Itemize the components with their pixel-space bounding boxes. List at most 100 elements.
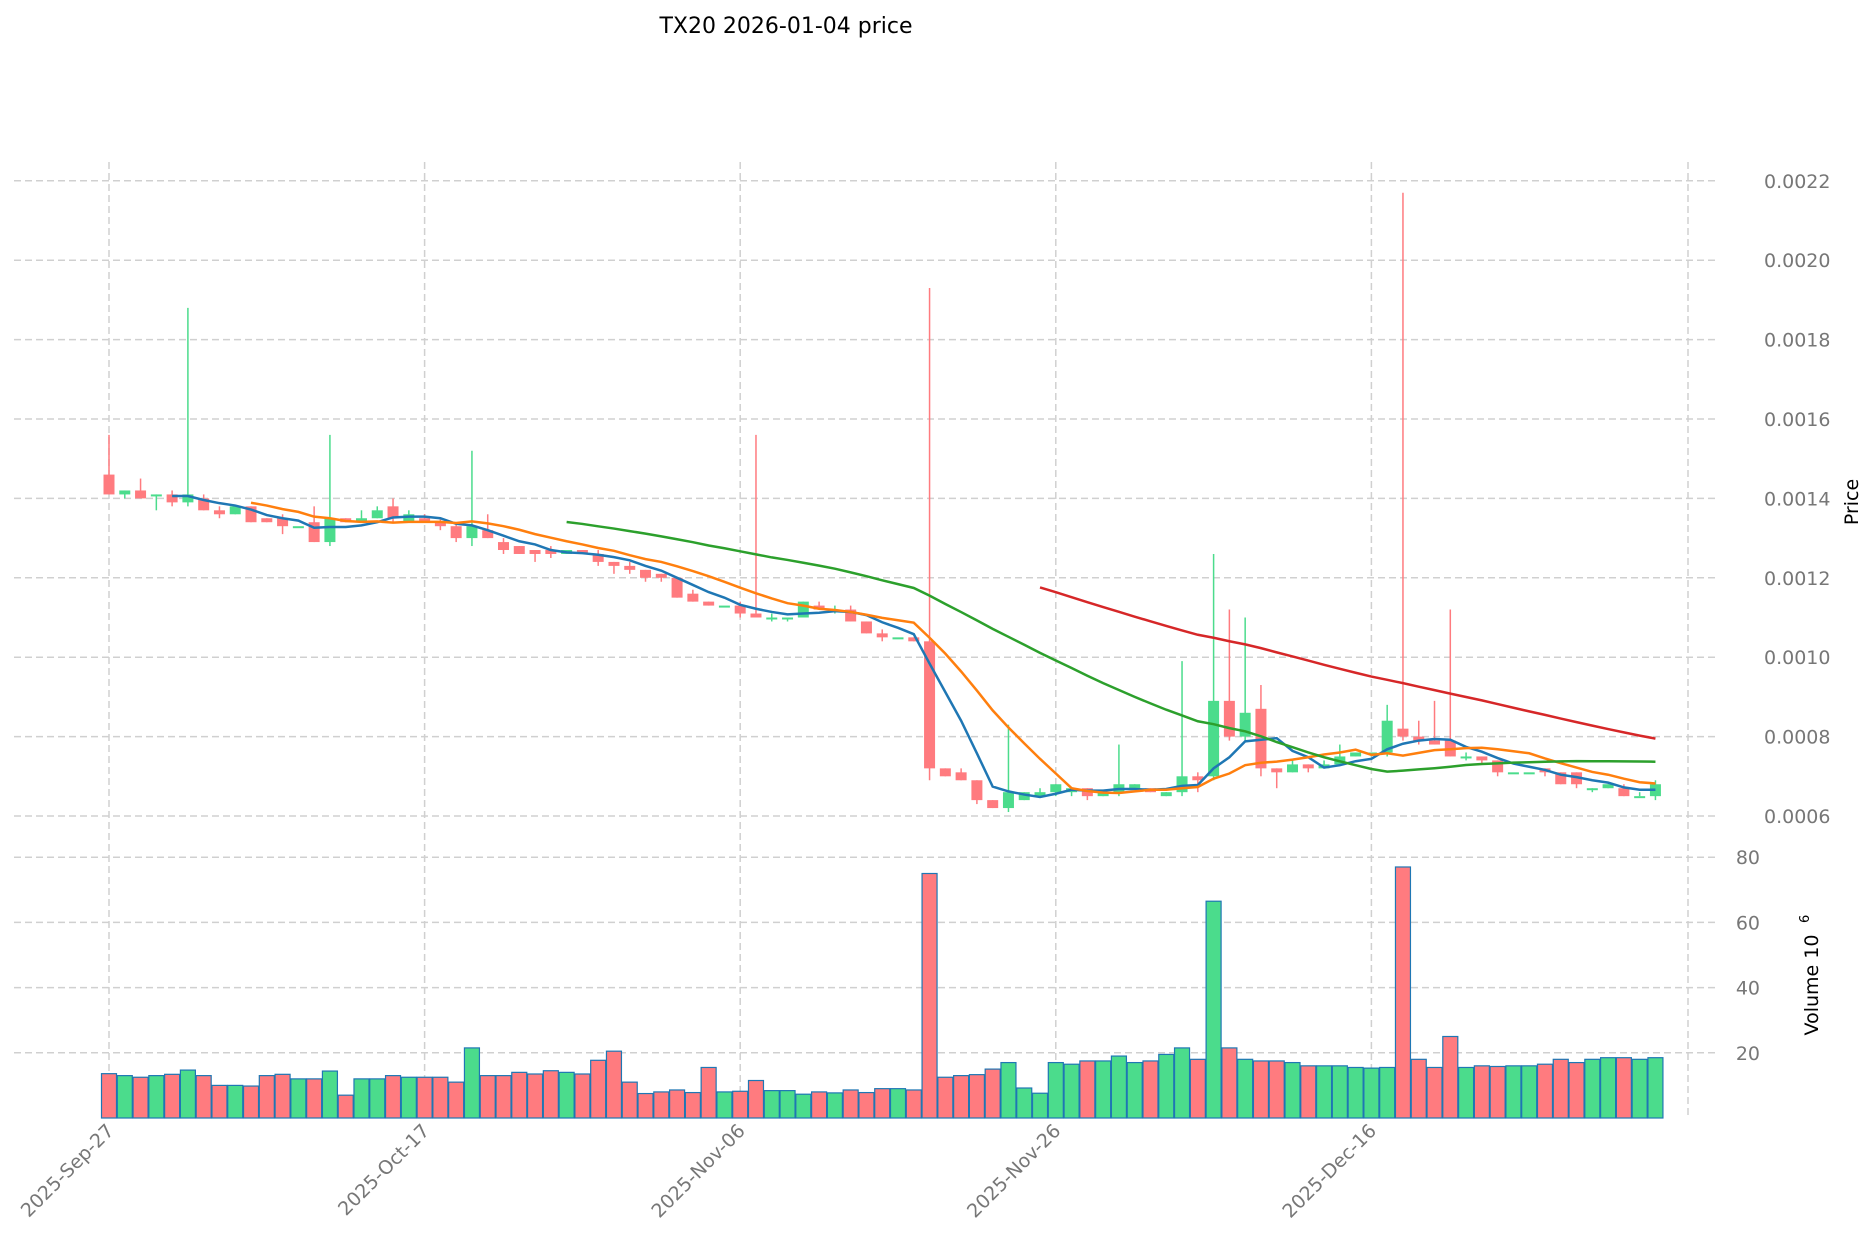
- date-tick-label: 2025-Nov-06: [647, 1120, 749, 1222]
- volume-bar: [826, 1092, 843, 1119]
- volume-bar: [321, 1070, 339, 1119]
- date-tick-label: 2025-Sep-27: [17, 1120, 119, 1222]
- candle-up: [1050, 784, 1062, 793]
- candle-up: [1365, 752, 1377, 755]
- candle-down: [450, 526, 462, 539]
- volume-bar: [1647, 1057, 1664, 1119]
- candle-up: [1160, 792, 1172, 797]
- volume-bar: [353, 1078, 370, 1119]
- volume-bar: [684, 1091, 701, 1119]
- candle-down: [750, 613, 762, 618]
- candle-up: [1586, 788, 1598, 791]
- candle-down: [624, 565, 636, 570]
- candle-down: [703, 601, 715, 606]
- candle-down: [1429, 740, 1441, 745]
- volume-bar: [716, 1091, 733, 1119]
- candle-up: [355, 518, 367, 523]
- candle-down: [1223, 700, 1235, 737]
- volume-bar: [1457, 1066, 1475, 1119]
- volume-bar: [1489, 1065, 1506, 1119]
- volume-bar: [763, 1090, 780, 1119]
- moving-average-30: [566, 520, 1656, 773]
- candle-down: [924, 641, 936, 769]
- candle-down: [419, 518, 431, 523]
- candle-up: [403, 514, 415, 523]
- volume-bar: [621, 1081, 638, 1119]
- candle-up: [1239, 712, 1251, 737]
- candles: [103, 192, 1661, 813]
- volume-bar: [1079, 1060, 1096, 1119]
- moving-average-5: [172, 494, 1656, 799]
- candle-down: [166, 494, 178, 503]
- candle-up: [766, 617, 778, 620]
- volume-bar: [968, 1074, 986, 1119]
- volume-bar: [874, 1088, 891, 1119]
- volume-axis-label-text: Volume 10: [1801, 935, 1823, 1036]
- volume-bar: [1615, 1057, 1632, 1119]
- volume-bar: [1584, 1058, 1601, 1119]
- volume-bar: [779, 1090, 796, 1119]
- candle-down: [845, 609, 857, 622]
- volume-bar: [242, 1085, 260, 1119]
- candle-down: [308, 522, 320, 543]
- candle-up: [797, 601, 809, 618]
- moving-average-lines: [172, 494, 1656, 799]
- candle-down: [987, 800, 999, 809]
- volume-bar: [258, 1075, 275, 1119]
- volume-bar: [100, 1073, 118, 1119]
- volume-bar: [1126, 1061, 1143, 1119]
- volume-bar: [558, 1071, 575, 1119]
- volume-bar: [1473, 1065, 1490, 1119]
- candle-down: [1192, 776, 1204, 781]
- volume-bar: [1252, 1060, 1270, 1119]
- candle-up: [466, 526, 478, 539]
- price-axis-label: Price: [1841, 479, 1863, 525]
- candle-up: [1460, 756, 1472, 759]
- candle-down: [135, 490, 147, 499]
- candle-down: [434, 522, 446, 527]
- moving-average-10: [250, 501, 1656, 795]
- volume-bar: [148, 1075, 165, 1119]
- volume-bar: [1063, 1063, 1080, 1119]
- volume-bar: [1631, 1058, 1648, 1119]
- volume-bar: [227, 1084, 244, 1119]
- volume-bar: [1284, 1061, 1301, 1119]
- volume-bar: [921, 872, 938, 1119]
- candle-up: [1129, 784, 1141, 789]
- candle-up: [150, 494, 162, 497]
- price-tick-label: 0.0014: [1764, 488, 1830, 510]
- volume-bar: [1189, 1058, 1206, 1119]
- volume-bar: [984, 1068, 1001, 1119]
- candle-down: [245, 506, 257, 523]
- date-tick-label: 2025-Dec-16: [1278, 1120, 1381, 1223]
- volume-bar: [905, 1089, 922, 1119]
- price-tick-label: 0.0010: [1764, 647, 1830, 669]
- volume-bar: [1379, 1066, 1396, 1119]
- candle-up: [292, 526, 304, 529]
- candle-up: [782, 617, 794, 620]
- candle-up: [1350, 752, 1362, 757]
- volume-bar: [432, 1076, 449, 1119]
- candle-down: [939, 768, 951, 777]
- volume-bar: [605, 1050, 623, 1119]
- moving-average-60: [1039, 586, 1656, 740]
- candle-down: [687, 593, 699, 602]
- candle-down: [592, 553, 604, 562]
- volume-bar: [211, 1084, 228, 1119]
- volume-bar: [1000, 1061, 1017, 1119]
- candle-up: [1523, 772, 1535, 775]
- volume-bar: [1047, 1061, 1064, 1119]
- volume-bar: [384, 1075, 402, 1119]
- volume-bar: [1300, 1065, 1317, 1119]
- price-tick-label: 0.0018: [1764, 330, 1830, 352]
- candle-down: [608, 561, 620, 566]
- volume-bar: [637, 1092, 654, 1119]
- candle-down: [1492, 760, 1504, 773]
- volume-bar: [858, 1091, 875, 1119]
- volume-bar: [1268, 1060, 1285, 1119]
- candle-down: [640, 569, 652, 578]
- candle-down: [734, 605, 746, 614]
- volume-bars: [100, 866, 1664, 1119]
- date-tick-label: 2025-Oct-17: [334, 1120, 434, 1220]
